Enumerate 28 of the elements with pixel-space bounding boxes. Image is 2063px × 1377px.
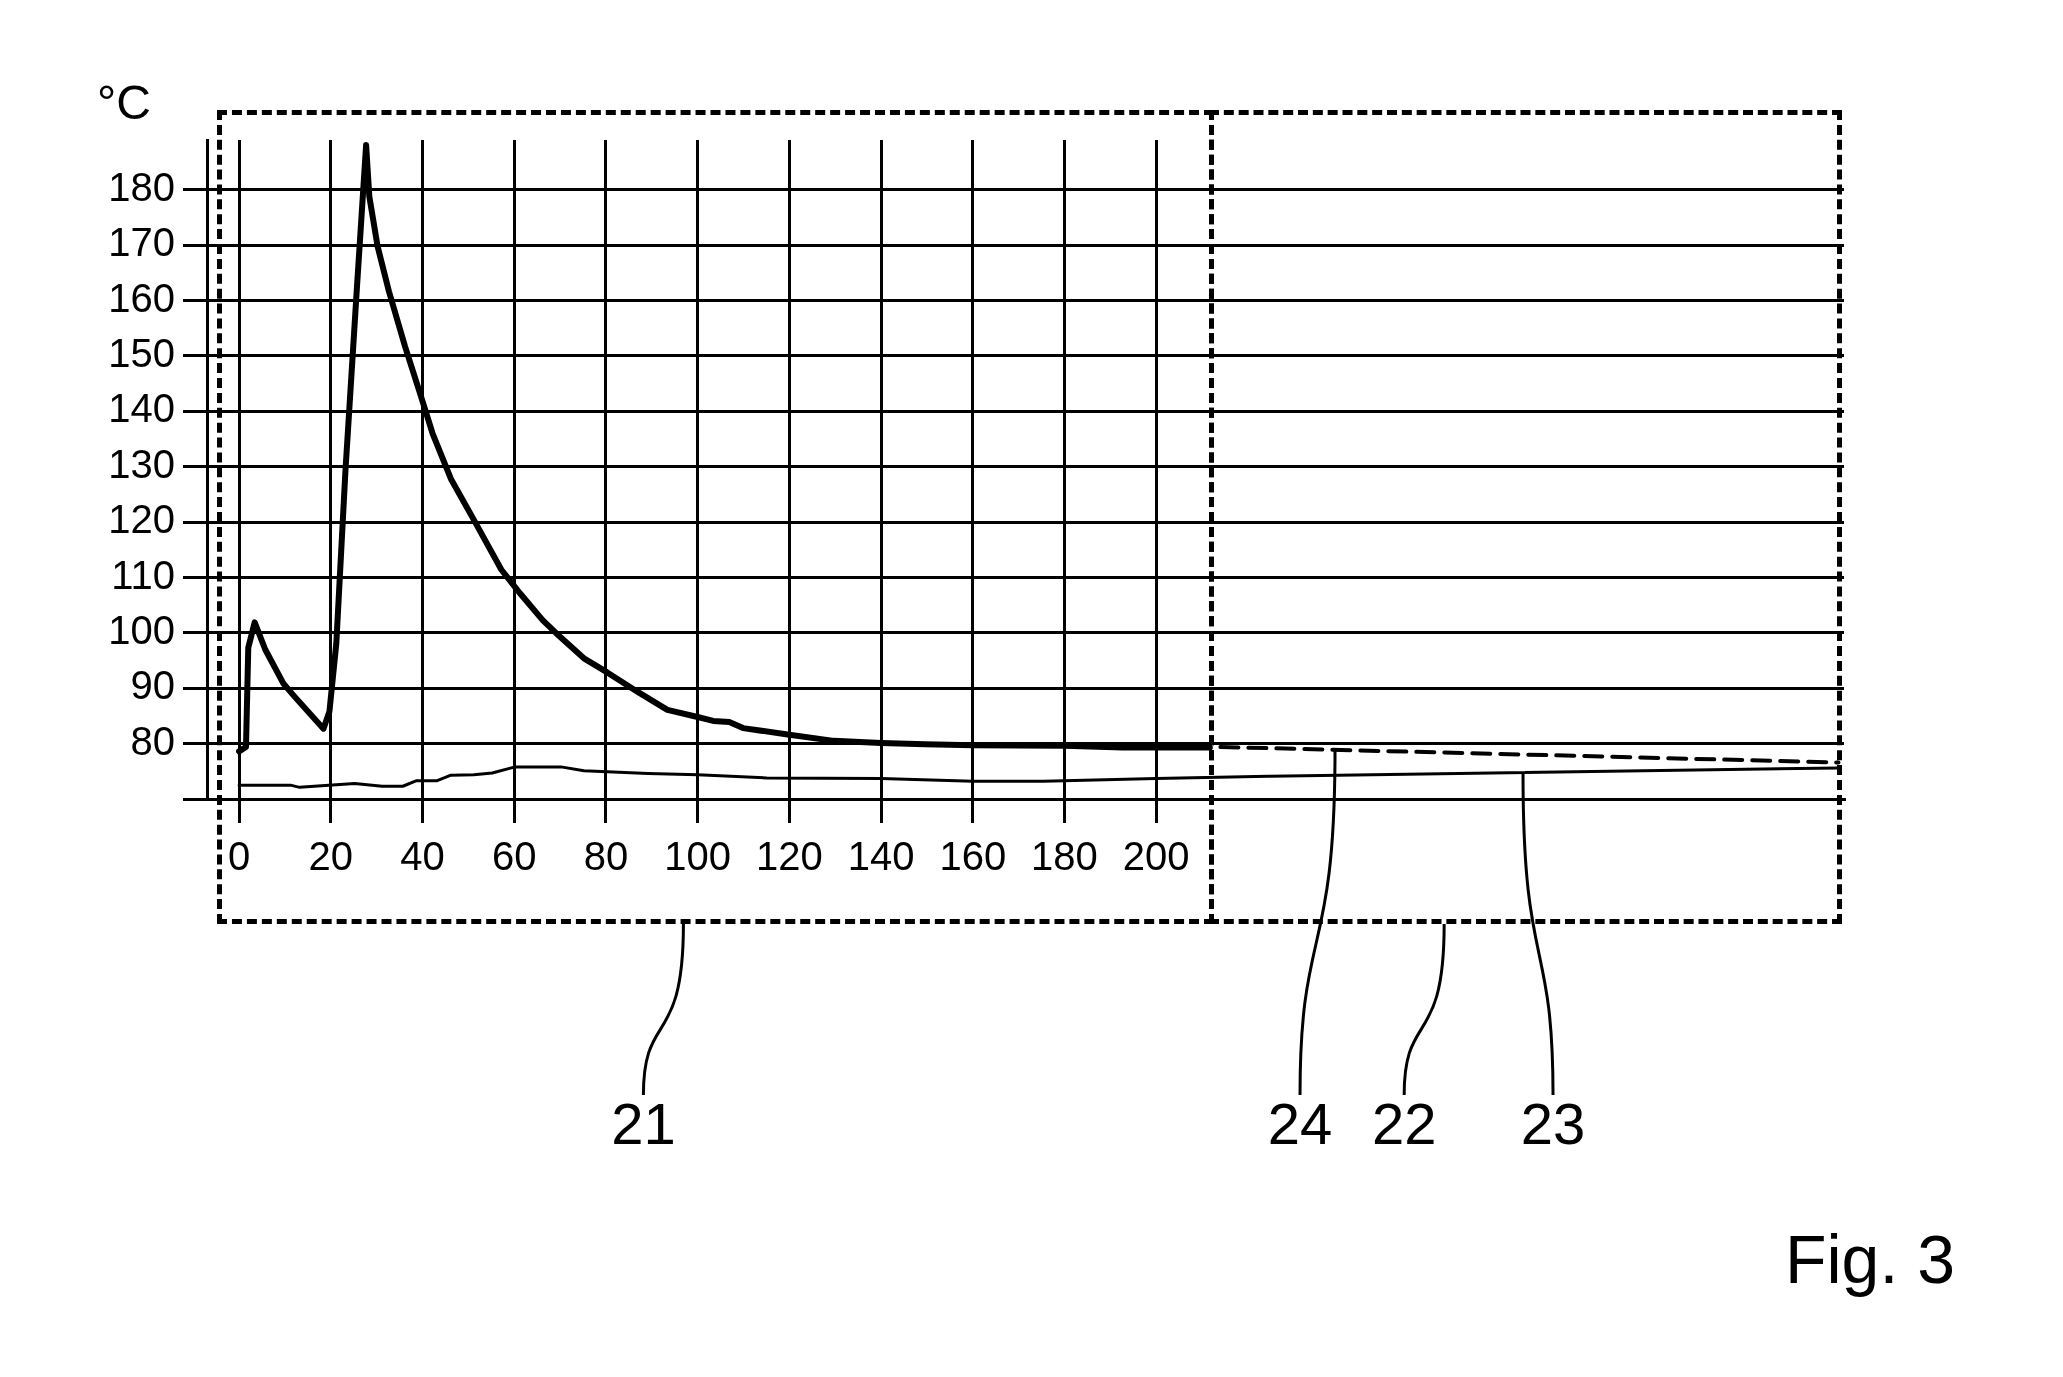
y-tick-label: 80 bbox=[130, 718, 175, 763]
annotation: 23 bbox=[1520, 1090, 1586, 1157]
y-tick-label: 170 bbox=[108, 220, 175, 265]
y-axis-title: °C bbox=[97, 76, 151, 130]
annotation: 24 bbox=[1267, 1090, 1333, 1157]
x-tick-label: 20 bbox=[308, 834, 354, 879]
y-tick-label: 110 bbox=[111, 552, 175, 597]
x-tick-label: 0 bbox=[227, 834, 251, 879]
x-tick-label: 200 bbox=[1122, 834, 1190, 879]
x-tick-label: 100 bbox=[664, 834, 732, 879]
y-tick-label: 160 bbox=[108, 275, 175, 320]
x-tick-label: 60 bbox=[491, 834, 537, 879]
y-tick-label: 130 bbox=[108, 441, 175, 486]
x-tick-label: 140 bbox=[847, 834, 915, 879]
y-tick-label: 100 bbox=[108, 607, 175, 652]
y-tick-label: 140 bbox=[108, 386, 175, 431]
x-tick-label: 80 bbox=[583, 834, 629, 879]
x-tick-label: 180 bbox=[1031, 834, 1098, 879]
y-tick-label: 180 bbox=[108, 164, 175, 209]
x-tick-label: 120 bbox=[755, 834, 823, 879]
y-tick-label: 150 bbox=[108, 331, 175, 376]
y-tick-label: 90 bbox=[130, 663, 175, 708]
x-tick-label: 40 bbox=[400, 834, 445, 879]
x-tick-label: 160 bbox=[939, 834, 1007, 879]
y-tick-label: 120 bbox=[108, 497, 175, 542]
text: 22 bbox=[1371, 1090, 1437, 1157]
caption: Fig. 3 bbox=[1784, 1220, 1956, 1298]
text: 21 bbox=[611, 1090, 676, 1157]
